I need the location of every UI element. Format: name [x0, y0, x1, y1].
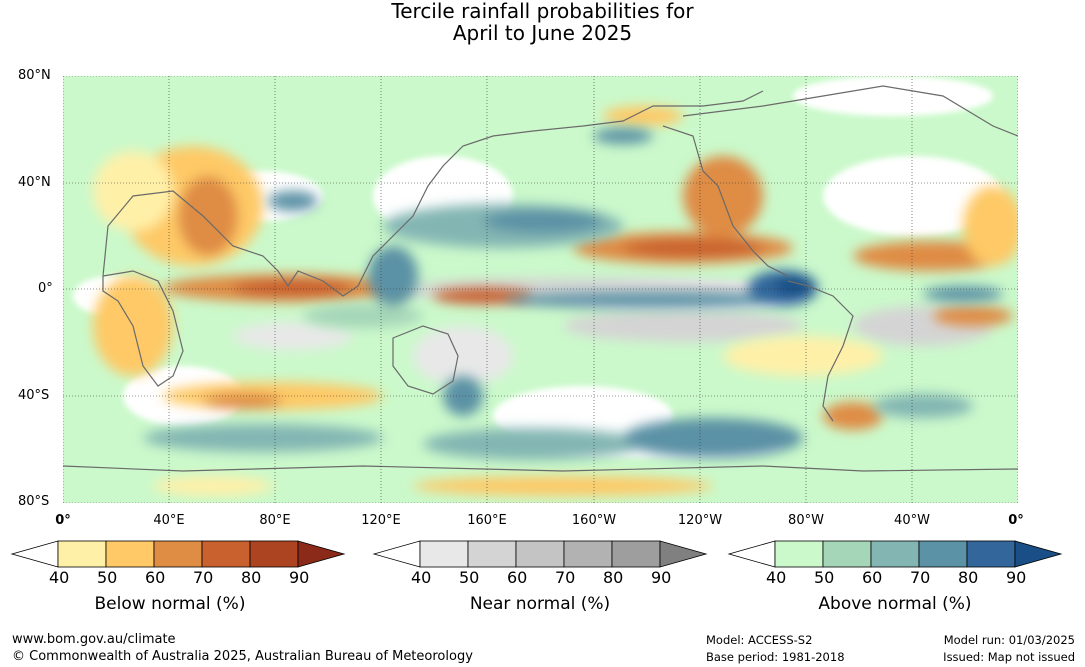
lon-label-160w: 160°W	[571, 513, 617, 528]
colorbar-segment	[57, 540, 107, 568]
lon-label-160e: 160°E	[467, 513, 507, 528]
colorbar-segment	[966, 540, 1016, 568]
colorbar-segment	[918, 540, 968, 568]
lat-label-equator: 0°	[38, 281, 53, 296]
colorbar-segment	[249, 540, 299, 568]
colorbar-extend-low	[727, 540, 776, 568]
colorbar-extend-high	[297, 540, 346, 568]
above-normal-areas	[143, 128, 1003, 460]
lon-label-120e: 120°E	[361, 513, 401, 528]
colorbar-segment	[611, 540, 661, 568]
tick-label: 70	[555, 568, 576, 587]
lat-label-80s: 80°S	[18, 494, 50, 509]
tick-label: 40	[49, 568, 70, 587]
lon-label-0-east: 0°	[1008, 513, 1024, 528]
below-normal-label: Below normal (%)	[94, 594, 246, 614]
colorbar-segment	[515, 540, 565, 568]
lat-label-40n: 40°N	[18, 175, 51, 190]
issued-status: Issued: Map not issued	[943, 650, 1075, 664]
colorbar-segment	[105, 540, 155, 568]
colorbar-segment	[563, 540, 613, 568]
tick-label: 60	[507, 568, 528, 587]
tick-label: 80	[241, 568, 262, 587]
below-normal-colorbar	[10, 540, 346, 568]
model-name: Model: ACCESS-S2	[706, 633, 813, 647]
colorbar-extend-high	[1014, 540, 1063, 568]
near-normal-label: Near normal (%)	[469, 594, 611, 614]
colorbar-segment	[467, 540, 517, 568]
lon-label-120w: 120°W	[677, 513, 723, 528]
bom-url: www.bom.gov.au/climate	[12, 632, 176, 647]
colorbar-extend-high	[659, 540, 708, 568]
tick-label: 90	[651, 568, 672, 587]
colorbar-extend-low	[10, 540, 59, 568]
colorbar-extend-low	[372, 540, 421, 568]
tick-label: 80	[958, 568, 979, 587]
near-normal-areas	[233, 278, 993, 386]
gridlines	[63, 76, 1018, 503]
colorbar-segment	[870, 540, 920, 568]
lon-label-40e: 40°E	[153, 513, 185, 528]
colorbar-segment	[153, 540, 203, 568]
near-normal-colorbar	[372, 540, 708, 568]
tick-label: 90	[289, 568, 310, 587]
footer-left: www.bom.gov.au/climate © Commonwealth of…	[12, 631, 473, 665]
tick-label: 50	[814, 568, 835, 587]
lat-label-40s: 40°S	[18, 388, 50, 403]
colorbar-segment	[774, 540, 824, 568]
tick-label: 90	[1006, 568, 1027, 587]
lon-label-80e: 80°E	[259, 513, 291, 528]
lon-label-40w: 40°W	[894, 513, 930, 528]
colorbar-segment	[419, 540, 469, 568]
lon-label-0: 0°	[55, 513, 71, 528]
tick-label: 40	[411, 568, 432, 587]
tick-label: 80	[603, 568, 624, 587]
model-run: Model run: 01/03/2025	[943, 633, 1075, 647]
tick-label: 50	[97, 568, 118, 587]
footer-run-info: Model run: 01/03/2025 Issued: Map not is…	[900, 632, 1075, 666]
tick-label: 50	[459, 568, 480, 587]
colorbar-segment	[201, 540, 251, 568]
tick-label: 70	[193, 568, 214, 587]
tick-label: 40	[766, 568, 787, 587]
above-normal-label: Above normal (%)	[818, 594, 972, 614]
tick-label: 70	[910, 568, 931, 587]
colorbar-segment	[822, 540, 872, 568]
lon-label-80w: 80°W	[788, 513, 824, 528]
title-line-2: April to June 2025	[452, 21, 633, 45]
coastlines	[63, 85, 1018, 472]
copyright: © Commonwealth of Australia 2025, Austra…	[12, 649, 473, 664]
lat-label-80n: 80°N	[18, 68, 51, 83]
base-period: Base period: 1981-2018	[706, 650, 845, 664]
title-line-1: Tercile rainfall probabilities for	[391, 0, 694, 23]
world-rainfall-map	[63, 76, 1018, 503]
tick-label: 60	[145, 568, 166, 587]
footer-model-info: Model: ACCESS-S2 Base period: 1981-2018	[706, 632, 845, 666]
tick-label: 60	[862, 568, 883, 587]
above-normal-colorbar	[727, 540, 1063, 568]
map-title: Tercile rainfall probabilities for April…	[0, 0, 1085, 44]
